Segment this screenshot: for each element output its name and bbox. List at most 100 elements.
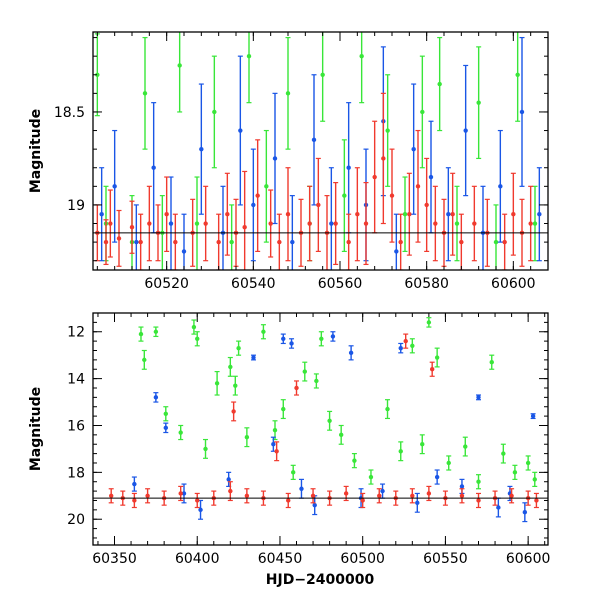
top-data-point — [307, 221, 312, 226]
bottom-data-point — [294, 385, 299, 391]
bottom-data-point — [145, 493, 150, 498]
bottom-data-point — [203, 446, 208, 452]
bottom-data-point — [281, 406, 286, 412]
bottom-data-point — [195, 498, 200, 503]
bottom-data-point — [327, 418, 332, 423]
bottom-data-point — [233, 383, 238, 388]
top-data-point — [372, 174, 377, 180]
top-data-point — [355, 212, 360, 217]
bottom-data-point — [343, 491, 349, 496]
top-data-point — [199, 146, 204, 152]
bottom-series-2 — [108, 333, 539, 509]
top-data-point — [181, 249, 187, 254]
top-x-tick-label: 60560 — [318, 276, 363, 292]
top-data-point — [134, 239, 139, 245]
bottom-data-point — [348, 350, 354, 356]
bottom-data-point — [132, 481, 137, 487]
top-data-point — [177, 63, 182, 68]
bottom-data-point — [360, 498, 365, 503]
bottom-data-point — [181, 491, 187, 496]
bottom-data-point — [512, 470, 518, 475]
bottom-data-point — [429, 367, 435, 372]
top-data-point — [450, 212, 455, 217]
bottom-data-point — [426, 320, 432, 325]
bottom-data-point — [489, 360, 494, 365]
top-data-point — [346, 165, 351, 170]
bottom-data-point — [476, 395, 481, 400]
bottom-data-point — [214, 381, 220, 386]
bottom-data-point — [310, 493, 316, 498]
top-data-point — [346, 239, 351, 245]
bottom-x-tick-label: 60600 — [506, 551, 551, 567]
top-x-tick-label: 60580 — [404, 276, 449, 292]
top-data-point — [129, 225, 135, 230]
top-data-point — [329, 221, 334, 226]
bottom-data-point — [501, 451, 506, 456]
bottom-data-point — [385, 406, 390, 412]
top-data-point — [268, 221, 273, 226]
bottom-data-point — [459, 484, 465, 489]
bottom-y-axis-label: Magnitude — [28, 387, 44, 471]
top-panel-axes: 60520 60540 60560 60580 60600 18.5 19 — [54, 32, 549, 292]
bottom-data-point — [415, 500, 420, 506]
top-x-tick-label: 60540 — [231, 276, 276, 292]
bottom-data-point — [530, 413, 536, 419]
bottom-data-point — [434, 355, 440, 360]
bottom-series-0 — [138, 317, 538, 490]
top-data-point — [103, 239, 109, 245]
top-data-point — [394, 249, 399, 254]
top-data-point — [320, 72, 325, 77]
top-panel: 60520 60540 60560 60580 60600 18.5 19 Magnitud… — [28, 31, 549, 292]
top-data-point — [363, 221, 369, 226]
bottom-panel-axes: 60350 60400 60450 60500 60550 60600 12 14 16 18 20 — [67, 312, 551, 567]
top-data-point — [454, 221, 460, 226]
bottom-data-point — [330, 334, 336, 339]
top-data-point — [381, 156, 386, 161]
top-data-point — [519, 109, 525, 115]
top-panel-frame — [92, 31, 549, 271]
top-data-point — [212, 109, 217, 115]
bottom-data-point — [534, 498, 539, 503]
top-data-point — [285, 91, 291, 96]
bottom-data-point — [272, 427, 278, 433]
top-data-point — [515, 72, 520, 77]
bottom-data-point — [286, 498, 291, 503]
top-data-point — [285, 212, 291, 217]
bottom-data-point — [476, 498, 481, 503]
bottom-data-point — [398, 449, 403, 454]
top-data-point — [402, 212, 408, 217]
bottom-data-point — [410, 493, 415, 498]
top-panel-data — [93, 32, 548, 270]
top-data-point — [498, 184, 503, 189]
bottom-data-point — [420, 442, 425, 447]
top-data-point — [147, 221, 152, 226]
top-data-point — [264, 184, 269, 189]
top-data-point — [511, 212, 516, 217]
bottom-data-point — [463, 444, 468, 449]
top-data-point — [225, 212, 230, 217]
bottom-panel: 60350 60400 60450 60500 60550 60600 12 14 16 18 20… — [28, 312, 551, 588]
top-data-point — [216, 239, 221, 245]
bottom-data-point — [109, 493, 114, 498]
top-x-tick-label: 60520 — [144, 276, 189, 292]
top-data-point — [537, 212, 542, 217]
top-data-point — [428, 174, 434, 180]
top-data-point — [493, 239, 499, 245]
top-data-point — [502, 239, 507, 245]
bottom-data-point — [522, 509, 528, 515]
bottom-data-point — [476, 479, 481, 484]
bottom-data-point — [426, 491, 432, 496]
bottom-data-point — [434, 474, 440, 480]
top-data-point — [242, 225, 247, 230]
bottom-data-point — [532, 477, 537, 482]
bottom-data-point — [398, 345, 403, 351]
bottom-data-point — [251, 355, 256, 360]
bottom-data-point — [525, 460, 531, 466]
top-data-point — [151, 165, 156, 170]
bottom-data-point — [178, 430, 183, 435]
top-data-point — [472, 221, 477, 226]
bottom-data-point — [299, 486, 304, 491]
top-data-point — [173, 239, 178, 245]
bottom-data-point — [231, 409, 236, 414]
